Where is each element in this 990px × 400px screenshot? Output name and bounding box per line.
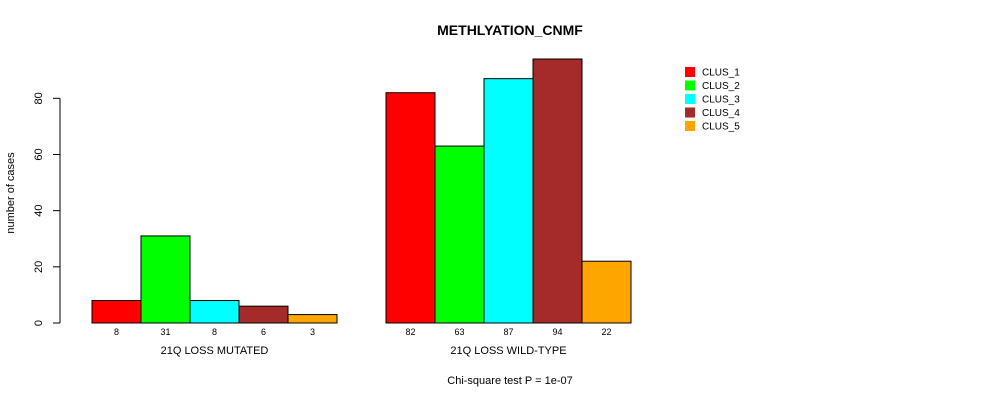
bar-count-label: 22 [601,327,611,337]
bar-count-label: 87 [503,327,513,337]
y-tick-label: 60 [33,148,45,160]
legend-swatch [685,94,695,104]
group-labels: 21Q LOSS MUTATED 21Q LOSS WILD-TYPE [161,345,567,357]
bar-clus-1 [91,300,142,324]
bar-count-labels: 8 31 8 6 3 82 63 87 94 22 [114,327,612,337]
bar-count-label: 6 [261,327,266,337]
legend-swatch [685,121,695,131]
group-label: 21Q LOSS MUTATED [161,345,269,357]
bars [91,58,632,324]
y-tick-label: 0 [33,320,45,326]
bar-clus-3 [189,300,240,324]
legend-label: CLUS_3 [702,95,740,106]
chi-square-footnote: Chi-square test P = 1e-07 [447,375,572,387]
legend-swatch [685,107,695,118]
y-axis: 0 20 40 60 80 [33,92,61,326]
bar-count-label: 31 [160,327,170,337]
legend-swatch [685,80,695,91]
bar-clus-3 [483,78,534,324]
group-label: 21Q LOSS WILD-TYPE [450,345,566,357]
bar-count-label: 63 [454,327,464,337]
bar-count-label: 3 [310,327,315,337]
bar-clus-5 [581,260,632,324]
legend-label: CLUS_1 [702,68,740,79]
bar-count-label: 82 [405,327,415,337]
bar-clus-5 [287,314,338,324]
bar-clus-2 [434,145,485,324]
bar-count-label: 94 [552,327,562,337]
y-axis-label: number of cases [5,152,17,234]
legend: CLUS_1 CLUS_2 CLUS_3 CLUS_4 CLUS_5 [685,67,740,133]
bar-count-label: 8 [114,327,119,337]
bar-count-label: 8 [212,327,217,337]
bar-clus-4 [532,58,583,324]
legend-label: CLUS_4 [702,108,740,119]
bar-clus-4 [238,305,289,324]
bar-clus-2 [140,235,191,324]
bar-clus-1 [385,92,436,324]
y-tick-label: 80 [33,92,45,104]
legend-swatch [685,67,695,77]
legend-label: CLUS_5 [702,122,740,133]
legend-label: CLUS_2 [702,81,740,92]
y-tick-label: 20 [33,261,45,273]
y-tick-label: 40 [33,205,45,217]
chart-title: METHLYATION_CNMF [437,22,583,38]
